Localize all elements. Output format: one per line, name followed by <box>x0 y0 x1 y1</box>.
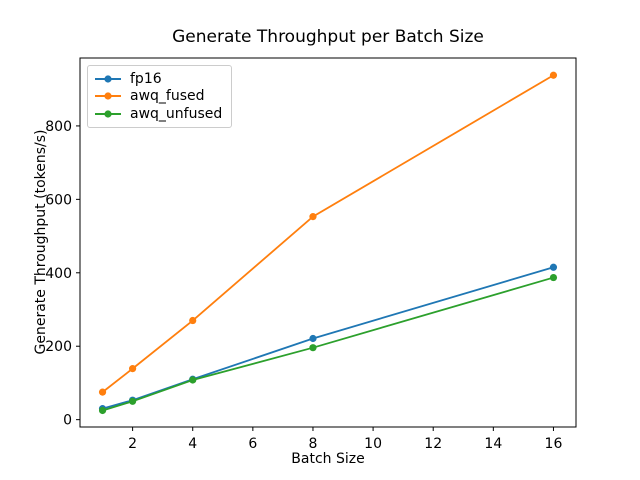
data-point-awq_fused <box>129 365 137 373</box>
y-tick-label: 200 <box>45 339 72 355</box>
legend: fp16 awq_fused awq_unfused <box>87 65 232 128</box>
data-point-awq_unfused <box>98 406 107 415</box>
legend-line-marker-icon <box>95 110 121 118</box>
data-point-awq_fused <box>189 316 197 325</box>
x-tick-label: 14 <box>484 436 502 452</box>
legend-label: fp16 <box>130 70 162 87</box>
legend-line-marker-icon <box>95 75 121 83</box>
data-point-awq_fused <box>549 71 558 79</box>
x-tick-label: 12 <box>424 436 442 452</box>
data-point-awq_unfused <box>129 397 137 405</box>
y-tick-label: 600 <box>45 192 72 208</box>
axes-frame <box>79 57 577 428</box>
x-tick-label: 10 <box>364 436 382 452</box>
chart-title: Generate Throughput per Batch Size <box>172 27 484 47</box>
legend-label: awq_fused <box>130 88 205 105</box>
legend-item-awq_fused: awq_fused <box>94 89 225 103</box>
x-tick-label: 16 <box>545 436 563 452</box>
legend-item-fp16: fp16 <box>94 72 225 86</box>
legend-item-awq_unfused: awq_unfused <box>94 107 225 121</box>
legend-label: awq_unfused <box>130 106 223 123</box>
data-point-awq_unfused <box>189 376 197 384</box>
data-point-fp16 <box>549 263 558 271</box>
y-tick-label: 400 <box>45 266 72 282</box>
x-tick-label: 6 <box>248 436 257 452</box>
y-axis-label: Generate Throughput (tokens/s) <box>33 129 49 355</box>
x-tick-label: 4 <box>188 436 197 452</box>
x-tick-label: 2 <box>128 436 137 452</box>
data-point-awq_fused <box>98 388 107 396</box>
data-point-awq_fused <box>309 213 317 221</box>
legend-line-marker-icon <box>95 92 121 101</box>
data-point-awq_unfused <box>549 273 558 282</box>
y-tick-label: 0 <box>63 413 72 429</box>
data-point-fp16 <box>309 334 317 343</box>
series-line-awq_unfused <box>102 276 554 412</box>
x-tick-label: 8 <box>309 436 318 452</box>
data-point-awq_unfused <box>309 344 317 352</box>
x-axis-label: Batch Size <box>291 451 365 467</box>
y-tick-label: 800 <box>45 119 72 135</box>
